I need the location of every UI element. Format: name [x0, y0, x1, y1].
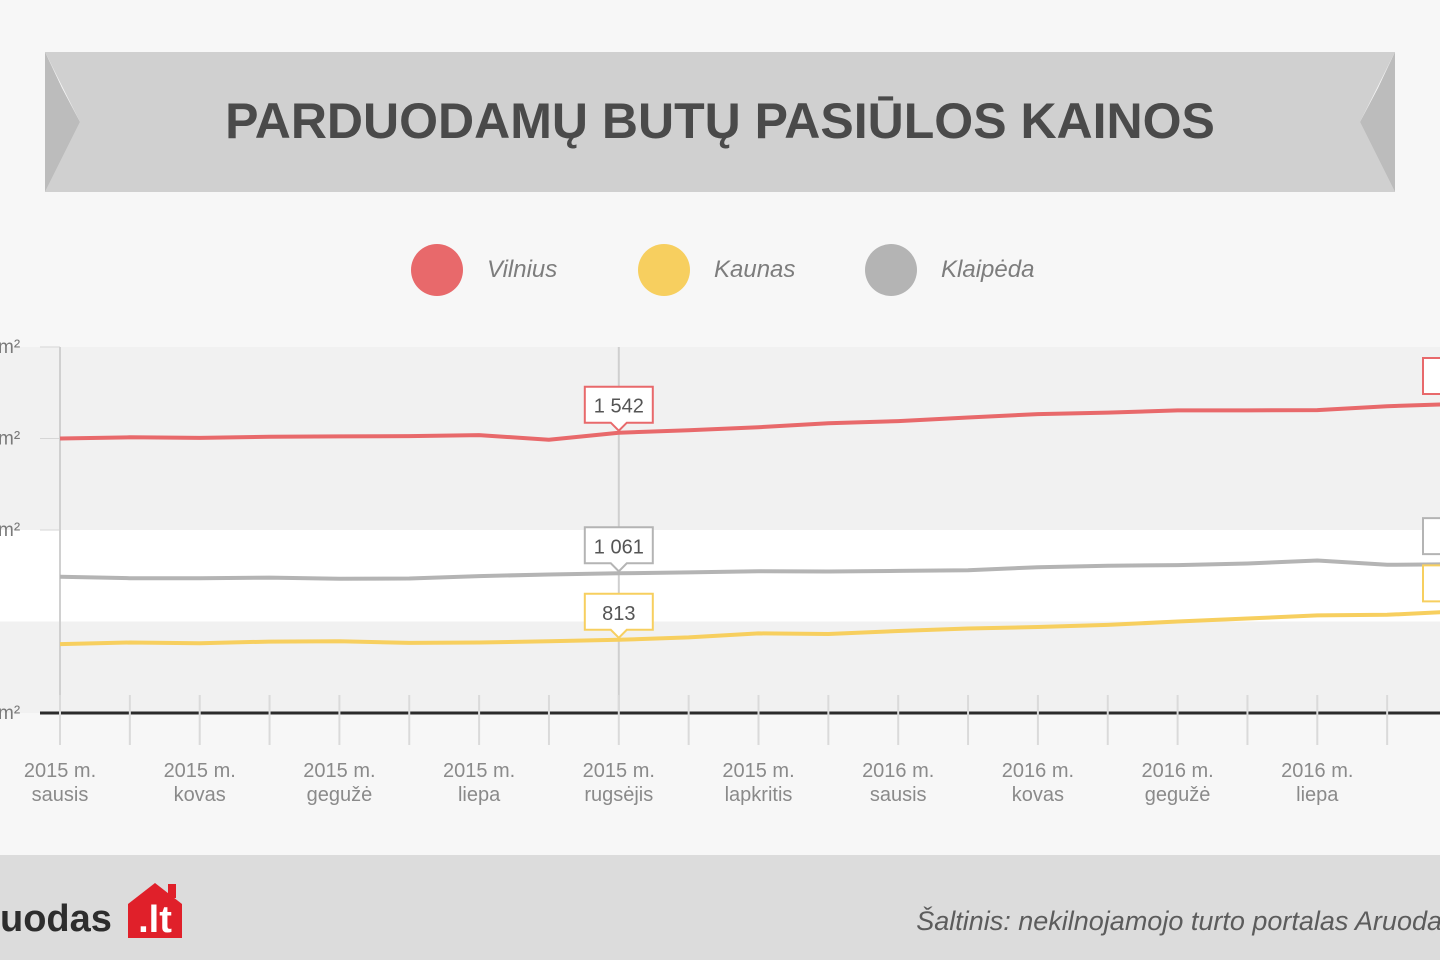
legend-dot-vilnius: [411, 244, 463, 296]
grid-band: [0, 347, 1440, 439]
data-label-box: [1422, 357, 1440, 396]
x-tick-label-year: 2015 m.: [443, 760, 515, 782]
x-tick-label-month: sausis: [32, 784, 89, 806]
data-label-text: 1 542: [594, 396, 644, 418]
data-label-vilnius: 1: [1422, 357, 1440, 396]
legend-label-vilnius: Vilnius: [487, 256, 558, 283]
legend-dot-klaipeda: [865, 244, 917, 296]
x-tick-label-year: 2015 m.: [303, 760, 375, 782]
data-label-klaipėda: 1: [1422, 517, 1440, 556]
grid-band: [0, 438, 1440, 530]
source-text: Šaltinis: nekilnojamojo turto portalas A…: [916, 906, 1440, 936]
x-tick-label-year: 2015 m.: [722, 760, 794, 782]
title-banner: [45, 52, 1395, 192]
y-tick-label: m²: [0, 703, 20, 724]
x-tick-label-month: kovas: [174, 784, 226, 806]
x-tick-label-month: kovas: [1012, 784, 1064, 806]
logo-tld: .lt: [138, 899, 172, 941]
logo-text: uodas: [0, 898, 112, 940]
y-tick-label: m²: [0, 337, 20, 358]
data-label-box: [1422, 517, 1440, 556]
x-tick-label-year: 2016 m.: [1141, 760, 1213, 782]
data-label-box: [1422, 564, 1440, 603]
data-label-vilnius: 1 542: [583, 385, 654, 433]
x-tick-label-month: gegužė: [1145, 784, 1211, 806]
data-label-klaipėda: 1 061: [583, 526, 654, 573]
x-tick-label-year: 2016 m.: [1002, 760, 1074, 782]
x-tick-label-month: liepa: [1296, 784, 1339, 806]
series-line-kaunas: [59, 610, 1440, 647]
x-tick-label-year: 2016 m.: [1281, 760, 1353, 782]
series-line-vilnius: [59, 402, 1440, 442]
legend-label-klaipeda: Klaipėda: [941, 256, 1035, 283]
data-label-text: 1 061: [594, 536, 644, 558]
data-label-box: [583, 385, 654, 433]
x-tick-label-month: rugsėjis: [584, 784, 653, 806]
legend-item-klaipeda: Klaipėda: [865, 244, 1034, 296]
legend-dot-kaunas: [638, 244, 690, 296]
series-line-klaipėda: [59, 558, 1440, 581]
x-tick-label-year: 2015 m.: [164, 760, 236, 782]
data-label-box: [583, 592, 654, 640]
x-tick-label-month: liepa: [458, 784, 501, 806]
data-label-box: [583, 526, 654, 573]
x-tick-label-month: gegužė: [307, 784, 373, 806]
legend-label-kaunas: Kaunas: [714, 256, 796, 283]
legend-item-vilnius: Vilnius: [411, 244, 557, 296]
legend-item-kaunas: Kaunas: [638, 244, 795, 296]
house-logo-icon: [128, 883, 182, 938]
x-tick-label-year: 2015 m.: [24, 760, 96, 782]
y-tick-label: m²: [0, 429, 20, 450]
grid-band: [0, 530, 1440, 622]
y-tick-label: m²: [0, 520, 20, 541]
x-tick-label-month: lapkritis: [725, 784, 793, 806]
footer: [0, 855, 1440, 960]
page-title: PARDUODAMŲ BUTŲ PASIŪLOS KAINOS: [225, 93, 1215, 149]
x-tick-label-year: 2016 m.: [862, 760, 934, 782]
data-label-kaunas: 813: [583, 592, 654, 640]
x-tick-label-year: 2015 m.: [583, 760, 655, 782]
data-label-kaunas: 6: [1422, 564, 1440, 603]
data-label-text: 813: [602, 603, 635, 625]
x-tick-label-month: sausis: [870, 784, 927, 806]
